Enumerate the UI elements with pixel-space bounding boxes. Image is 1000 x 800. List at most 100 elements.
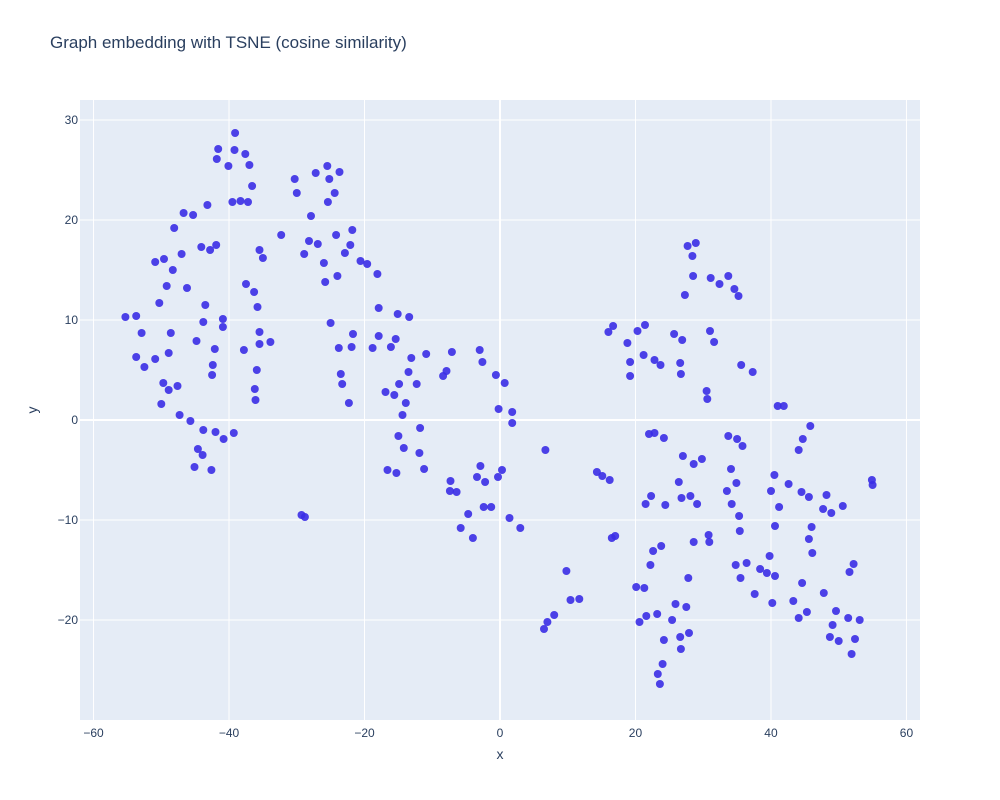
scatter-point[interactable] <box>242 280 250 288</box>
scatter-point[interactable] <box>827 509 836 517</box>
scatter-point[interactable] <box>668 616 677 624</box>
scatter-point[interactable] <box>335 168 344 176</box>
scatter-point[interactable] <box>540 625 548 633</box>
scatter-point[interactable] <box>208 371 217 379</box>
scatter-point[interactable] <box>415 449 424 457</box>
scatter-point[interactable] <box>393 310 402 318</box>
scatter-point[interactable] <box>682 603 691 611</box>
scatter-point[interactable] <box>456 524 465 532</box>
scatter-point[interactable] <box>236 197 245 205</box>
scatter-point[interactable] <box>155 299 164 307</box>
scatter-point[interactable] <box>779 402 788 410</box>
scatter-point[interactable] <box>338 380 347 388</box>
scatter-point[interactable] <box>464 510 473 518</box>
scatter-point[interactable] <box>647 492 656 500</box>
scatter-point[interactable] <box>218 323 227 331</box>
scatter-point[interactable] <box>635 618 644 626</box>
scatter-point[interactable] <box>658 660 667 668</box>
scatter-point[interactable] <box>734 292 743 300</box>
scatter-point[interactable] <box>784 480 793 488</box>
scatter-point[interactable] <box>849 560 858 568</box>
scatter-point[interactable] <box>855 616 864 624</box>
scatter-point[interactable] <box>802 608 811 616</box>
scatter-point[interactable] <box>159 379 168 387</box>
scatter-point[interactable] <box>797 488 806 496</box>
scatter-point[interactable] <box>231 129 240 137</box>
scatter-point[interactable] <box>748 368 757 376</box>
scatter-point[interactable] <box>604 328 613 336</box>
scatter-point[interactable] <box>688 252 697 260</box>
scatter-point[interactable] <box>190 463 199 471</box>
scatter-point[interactable] <box>697 455 706 463</box>
scatter-point[interactable] <box>676 633 685 641</box>
scatter-point[interactable] <box>330 189 339 197</box>
scatter-point[interactable] <box>789 597 798 605</box>
scatter-point[interactable] <box>391 335 400 343</box>
scatter-point[interactable] <box>735 527 744 535</box>
scatter-point[interactable] <box>245 161 254 169</box>
scatter-point[interactable] <box>562 567 571 575</box>
scatter-point[interactable] <box>307 212 315 220</box>
scatter-point[interactable] <box>677 494 686 502</box>
scatter-point[interactable] <box>689 538 698 546</box>
scatter-point[interactable] <box>750 590 759 598</box>
scatter-point[interactable] <box>199 318 208 326</box>
scatter-point[interactable] <box>715 280 724 288</box>
scatter-point[interactable] <box>323 198 332 206</box>
scatter-point[interactable] <box>640 584 649 592</box>
scatter-point[interactable] <box>386 343 395 351</box>
scatter-point[interactable] <box>798 435 807 443</box>
scatter-point[interactable] <box>756 565 765 573</box>
scatter-point[interactable] <box>321 278 330 286</box>
scatter-point[interactable] <box>445 487 454 495</box>
scatter-point[interactable] <box>228 198 237 206</box>
scatter-point[interactable] <box>251 396 260 404</box>
scatter-point[interactable] <box>162 282 171 290</box>
scatter-point[interactable] <box>214 145 223 153</box>
scatter-point[interactable] <box>685 629 693 637</box>
scatter-point[interactable] <box>819 589 828 597</box>
scatter-point[interactable] <box>724 432 733 440</box>
scatter-point[interactable] <box>641 321 649 329</box>
scatter-point[interactable] <box>340 249 349 257</box>
scatter-point[interactable] <box>239 346 248 354</box>
scatter-point[interactable] <box>822 491 831 499</box>
scatter-point[interactable] <box>804 535 813 543</box>
scatter-point[interactable] <box>491 371 500 379</box>
scatter-point[interactable] <box>508 419 517 427</box>
scatter-point[interactable] <box>452 488 461 496</box>
scatter-point[interactable] <box>160 255 168 263</box>
scatter-point[interactable] <box>468 534 477 542</box>
scatter-point[interactable] <box>678 452 687 460</box>
scatter-point[interactable] <box>706 274 715 282</box>
scatter-point[interactable] <box>334 344 343 352</box>
scatter-point[interactable] <box>168 266 177 274</box>
scatter-point[interactable] <box>641 500 650 508</box>
scatter-point[interactable] <box>498 466 506 474</box>
scatter-point[interactable] <box>356 257 365 265</box>
scatter-point[interactable] <box>197 243 206 251</box>
scatter-point[interactable] <box>313 240 322 248</box>
scatter-point[interactable] <box>676 370 685 378</box>
scatter-point[interactable] <box>611 532 620 540</box>
scatter-point[interactable] <box>390 391 399 399</box>
scatter-point[interactable] <box>683 242 692 250</box>
scatter-point[interactable] <box>659 434 668 442</box>
scatter-point[interactable] <box>250 288 259 296</box>
scatter-point[interactable] <box>401 399 410 407</box>
scatter-point[interactable] <box>193 445 202 453</box>
scatter-point[interactable] <box>770 471 779 479</box>
scatter-point[interactable] <box>845 568 854 576</box>
scatter-point[interactable] <box>442 367 451 375</box>
scatter-point[interactable] <box>323 162 332 170</box>
scatter-point[interactable] <box>394 432 403 440</box>
scatter-point[interactable] <box>179 209 188 217</box>
scatter-point[interactable] <box>292 189 301 197</box>
scatter-point[interactable] <box>847 650 856 658</box>
scatter-point[interactable] <box>771 572 779 580</box>
scatter-point[interactable] <box>730 285 739 293</box>
scatter-point[interactable] <box>344 399 353 407</box>
scatter-point[interactable] <box>676 645 685 653</box>
scatter-point[interactable] <box>475 346 484 354</box>
scatter-point[interactable] <box>670 330 679 338</box>
